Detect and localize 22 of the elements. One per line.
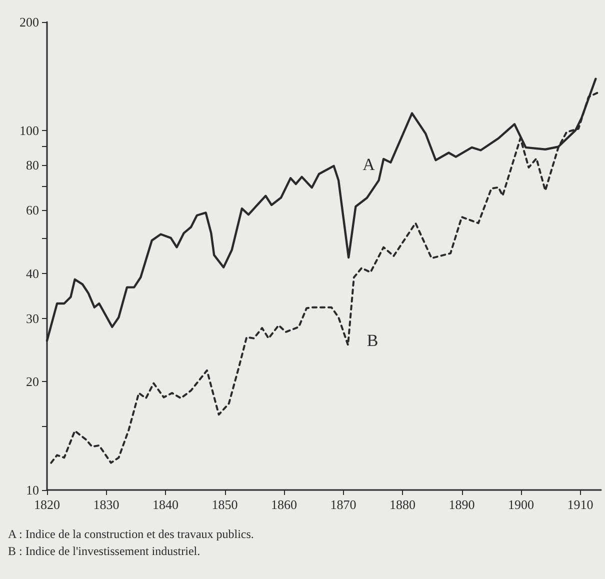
y-tick-label: 20 (26, 374, 39, 390)
y-tick-label: 60 (26, 202, 39, 218)
text: A : Indice de la construction et des travaux publics. (8, 527, 254, 541)
x-tick-label: 1880 (390, 497, 416, 512)
x-tick-label: 1840 (152, 497, 179, 512)
y-tick-label: 40 (26, 266, 39, 281)
x-tick-label: 1820 (34, 497, 60, 512)
x-tick-label: 1900 (508, 497, 534, 512)
text: B : Indice de l'investissement industriel. (8, 544, 200, 558)
y-tick-label: 10 (26, 482, 39, 498)
y-tick-label: 30 (26, 310, 39, 326)
x-tick-label: 1860 (271, 497, 298, 512)
y-tick-label: 100 (20, 122, 39, 138)
x-tick-label: 1910 (567, 497, 594, 512)
series-label: B (366, 330, 378, 350)
x-tick-label: 1830 (93, 497, 120, 512)
x-tick-label: 1870 (330, 497, 356, 512)
y-tick-label: 200 (20, 14, 39, 30)
y-tick-label: 80 (26, 158, 39, 173)
x-tick-label: 1850 (212, 497, 238, 512)
x-tick-label: 1890 (448, 497, 475, 512)
series-label: A (362, 154, 376, 174)
